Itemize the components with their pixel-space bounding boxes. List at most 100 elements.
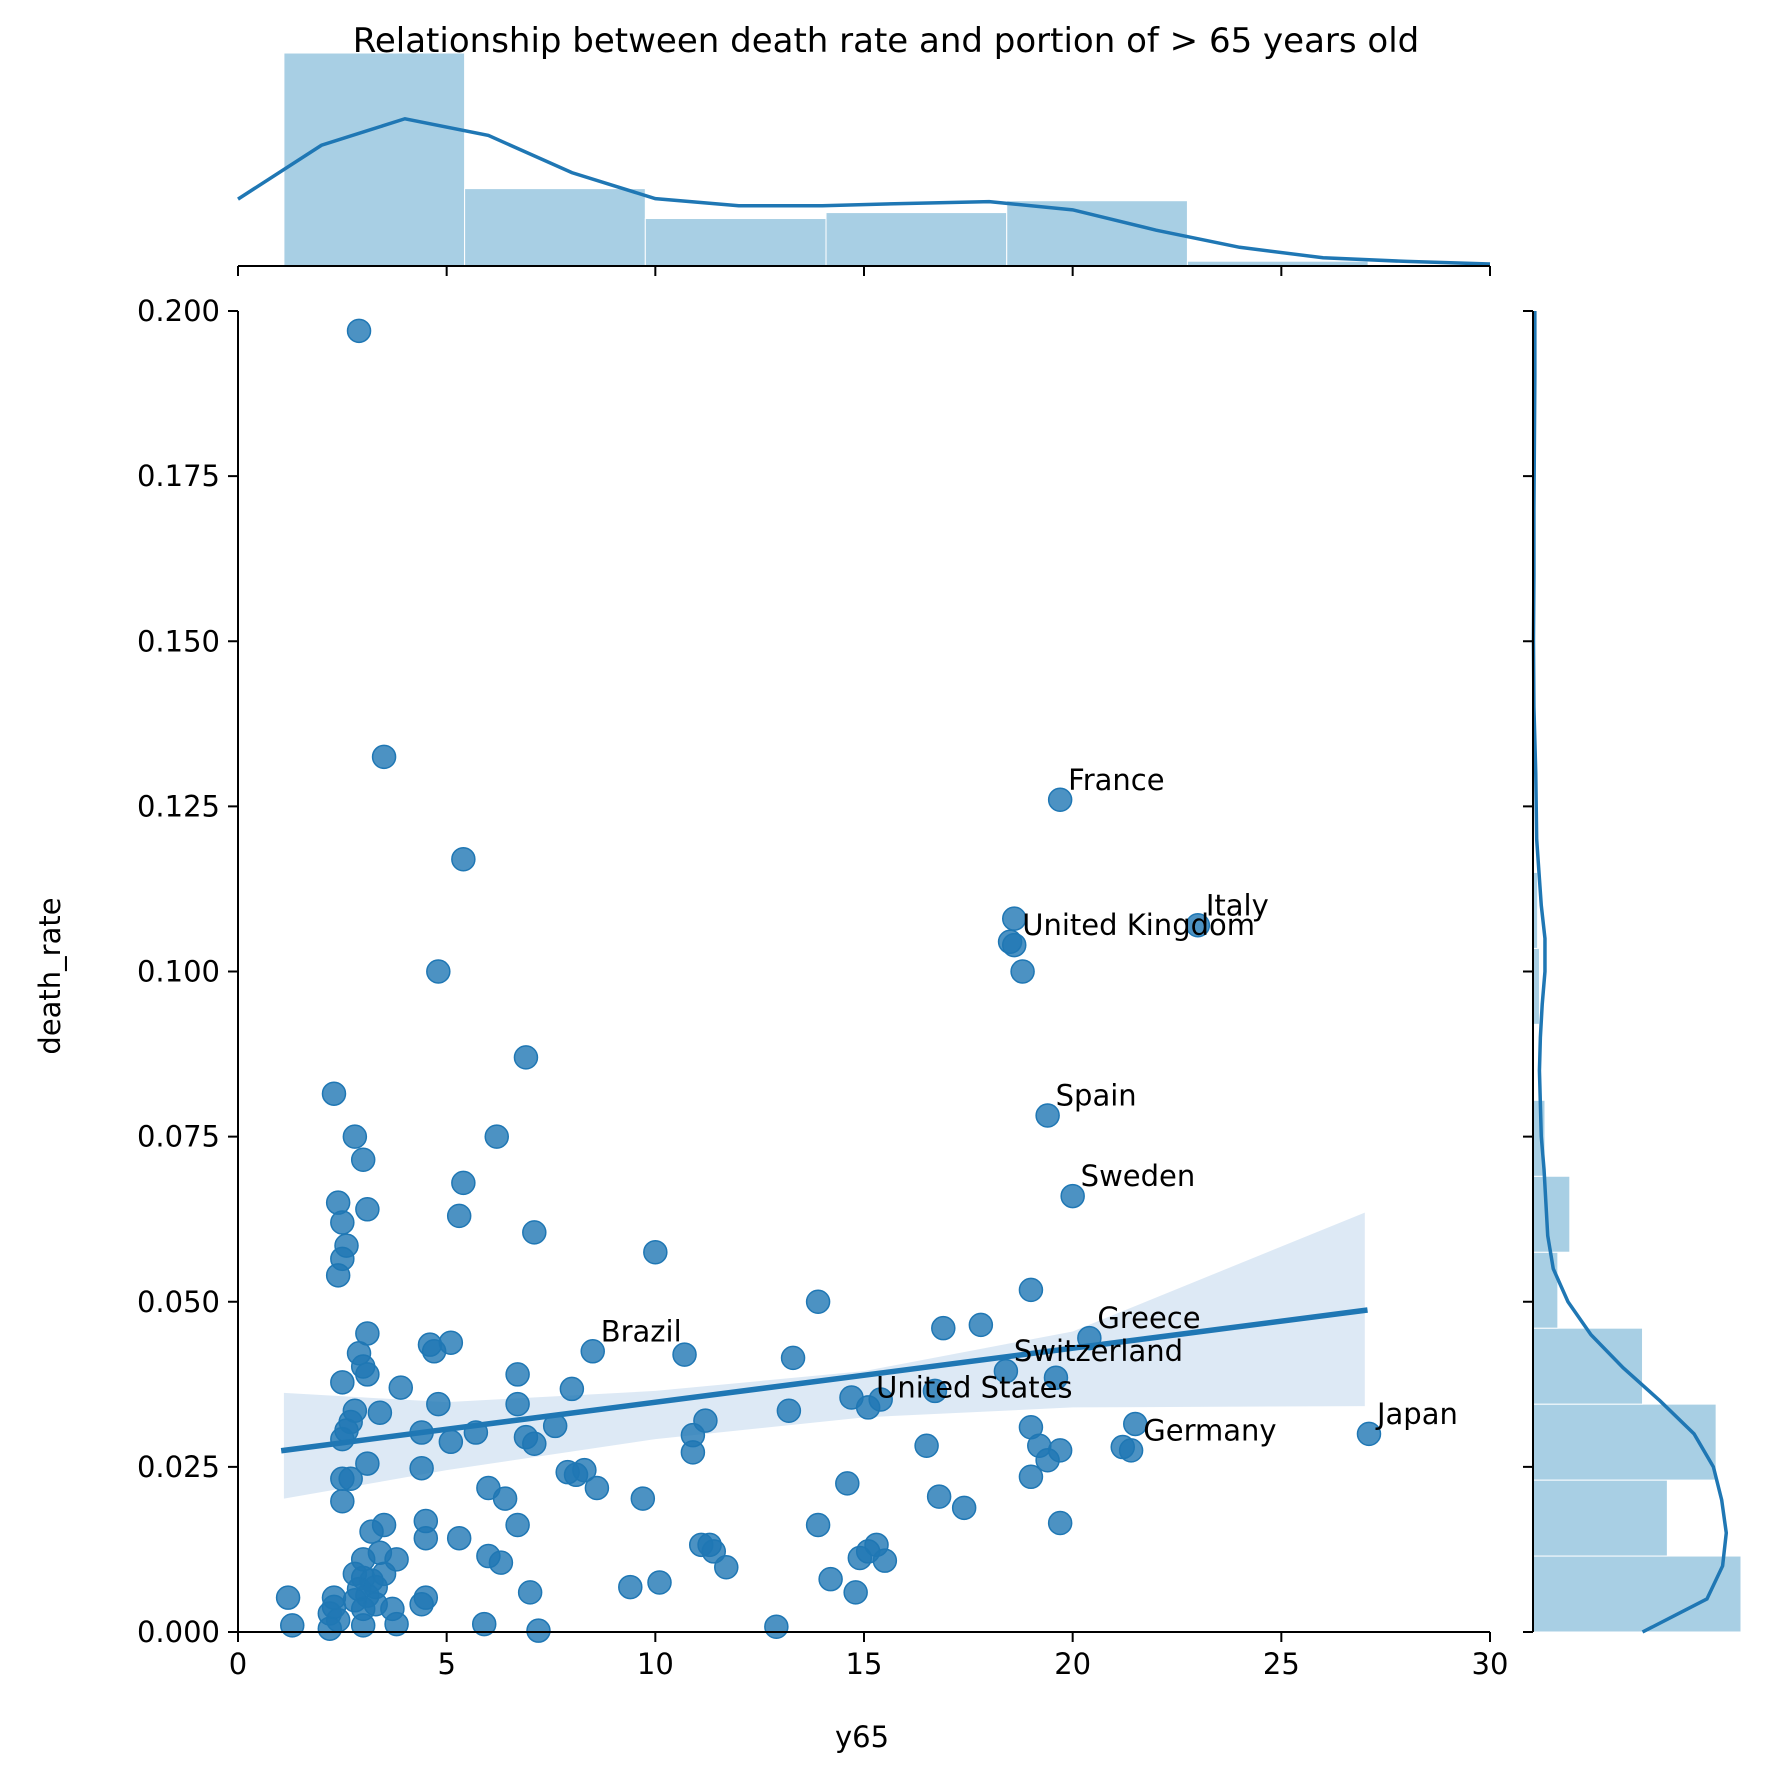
scatter-point [1018,1277,1044,1303]
scatter-point [526,1618,551,1643]
scatter-point [805,1289,831,1314]
x-marginal-bar [644,218,827,267]
x-marginal-bar [283,52,466,267]
scatter-point [330,1210,355,1235]
scatter-point [914,1433,939,1458]
scatter-point [446,1203,472,1229]
chart-title: Relationship between death rate and port… [353,21,1419,61]
scatter-point [1047,1510,1073,1536]
y-tick-label: 0.025 [137,1450,220,1484]
x-marginal-bar [464,188,646,267]
scatter-point [492,1486,518,1511]
y-marginal-bar [1532,1479,1668,1557]
country-annotation: Italy [1206,888,1269,922]
country-annotation: United States [876,1370,1072,1404]
scatter-point [1356,1421,1382,1447]
scatter-point [371,744,397,770]
scatter-point [835,1471,860,1496]
x-tick-label: 5 [437,1647,455,1681]
scatter-point [1047,787,1073,813]
y-tick-label: 0.125 [137,789,220,823]
country-annotation: Japan [1375,1397,1458,1431]
scatter-point [1060,1183,1085,1209]
scatter-point [672,1342,697,1367]
scatter-point [438,1429,464,1455]
scatter-point [355,1362,380,1387]
country-annotation: Germany [1143,1413,1276,1447]
y-tick-label: 0.075 [137,1120,220,1154]
scatter-point [1035,1103,1060,1128]
scatter-point [513,1045,539,1070]
x-marginal-kde [237,116,1491,266]
scatter-point [330,1488,355,1514]
country-annotation: Switzerland [1014,1334,1183,1368]
scatter-point [367,1400,393,1425]
scatter-point [355,1451,380,1476]
scatter-point [1185,913,1211,938]
x-tick-label: 20 [1054,1647,1091,1681]
scatter-point [680,1440,706,1465]
scatter-point [426,1391,451,1417]
scatter-point [280,1613,305,1638]
y-tick-label: 0.000 [137,1615,220,1649]
scatter-point [413,1525,439,1551]
scatter-point [843,1580,868,1605]
scatter-point [359,1519,384,1544]
scatter-point [1118,1438,1144,1463]
scatter-point [421,1339,447,1364]
y-tick-label: 0.175 [137,459,220,493]
scatter-point [1043,1365,1069,1390]
scatter-point [931,1315,956,1341]
scatter-point [446,1525,472,1551]
scatter-point [1001,932,1027,958]
scatter-point [350,1147,376,1172]
scatter-point [1001,906,1027,931]
scatter-point [714,1555,739,1580]
scatter-point [847,1545,873,1571]
scatter-point [647,1570,672,1595]
scatter-point [522,1220,547,1245]
y-tick-label: 0.100 [137,955,220,989]
country-annotation: Greece [1097,1301,1200,1335]
scatter-point [522,1431,547,1457]
y-marginal-bar [1532,1327,1644,1405]
scatter-point [764,1614,789,1639]
x-tick-label: 25 [1263,1647,1300,1681]
scatter-point [922,1378,948,1404]
y-tick-label: 0.200 [137,294,220,328]
scatter-point [330,1370,355,1395]
scatter-point [776,1398,802,1423]
scatter-point [872,1548,898,1573]
scatter-point [338,1466,363,1492]
scatter-point [693,1408,718,1433]
country-annotation: Spain [1056,1078,1137,1112]
scatter-point [342,1124,368,1149]
scatter-point [517,1580,543,1605]
scatter-point [388,1375,414,1400]
scatter-point [505,1362,530,1387]
y-marginal-bar [1532,1175,1571,1253]
scatter-point [926,1484,952,1509]
scatter-point [409,1455,434,1481]
scatter-point [409,1592,434,1617]
x-marginal-bar [1006,200,1188,267]
country-annotation: Brazil [601,1314,682,1348]
y-tick-label: 0.050 [137,1285,220,1319]
scatter-point [1035,1448,1060,1473]
scatter-point [505,1512,530,1538]
y-axis-label: death_rate [33,897,67,1054]
scatter-point [426,959,451,984]
scatter-point [1010,959,1035,984]
regression-ci-band [283,1212,1365,1499]
x-tick-label: 0 [229,1647,247,1681]
scatter-point [1018,1464,1044,1490]
x-marginal-bar [825,212,1008,267]
country-annotation: Sweden [1081,1159,1196,1193]
scatter-point [471,1611,497,1637]
x-tick-label: 10 [637,1647,674,1681]
scatter-point [643,1239,668,1265]
regression-line [280,1307,1368,1454]
scatter-point [317,1616,343,1641]
